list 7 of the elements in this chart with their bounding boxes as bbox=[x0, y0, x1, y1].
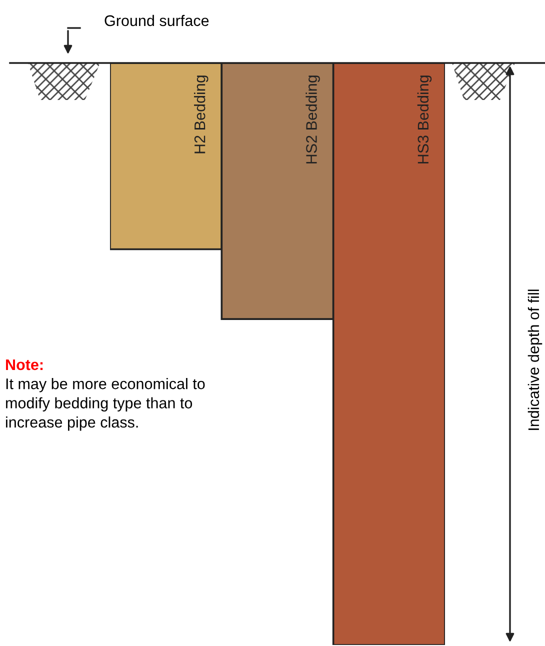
text: Ground surface bbox=[104, 14, 209, 26]
x-tick-label: HS3 Bedding bbox=[417, 76, 432, 164]
x-tick-label: HS2 Bedding bbox=[306, 76, 320, 164]
annotation: It may be more economical to modify bedding type than to increase pipe class. bbox=[6, 378, 205, 431]
text: Note: bbox=[6, 359, 43, 370]
y-axis-title: Indicative depth of fill bbox=[528, 290, 542, 430]
x-tick-label: H2 Bedding bbox=[194, 76, 208, 154]
